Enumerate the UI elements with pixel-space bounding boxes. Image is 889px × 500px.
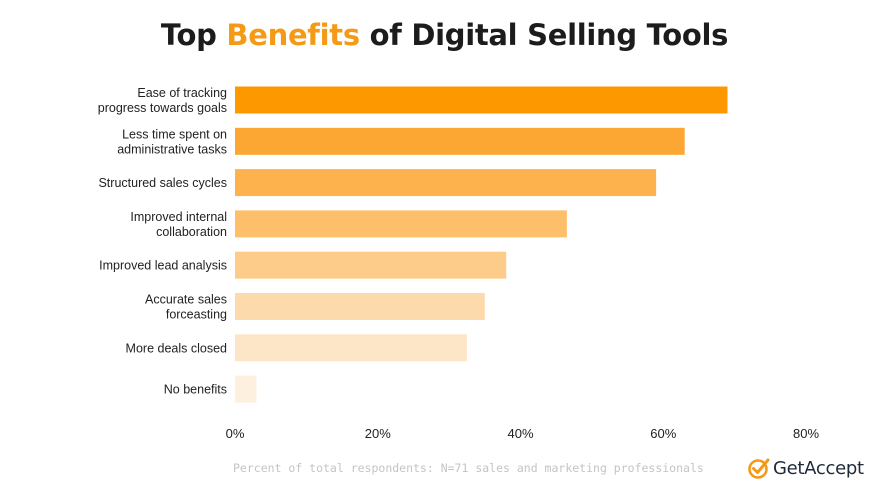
bar-6 — [235, 334, 467, 362]
x-tick-label: 40% — [507, 426, 533, 441]
category-label-line: progress towards goals — [98, 101, 227, 115]
category-label: More deals closed — [126, 341, 227, 355]
x-tick-label: 60% — [650, 426, 676, 441]
category-label-line: collaboration — [156, 225, 227, 239]
category-label-line: administrative tasks — [117, 142, 227, 156]
bar-0 — [235, 86, 728, 114]
x-tick-label: 80% — [793, 426, 819, 441]
category-label-line: Accurate sales — [145, 293, 227, 307]
category-label: Structured sales cycles — [98, 176, 227, 190]
category-label: Less time spent on administrative tasks — [117, 127, 227, 156]
title-prefix: Top — [160, 18, 227, 52]
x-tick-label: 20% — [365, 426, 391, 441]
checkmark-badge-icon — [748, 458, 770, 479]
category-label-line: No benefits — [164, 383, 227, 397]
category-label-line: Improved lead analysis — [99, 259, 227, 273]
brand-name: GetAccept — [773, 457, 864, 479]
category-labels-group: Ease of tracking progress towards goals Le… — [98, 86, 227, 397]
category-label: Improved internal collaboration — [130, 210, 227, 239]
title-accent: Benefits — [226, 18, 360, 52]
bar-1 — [235, 127, 685, 155]
category-label: Accurate sales forceasting — [145, 293, 227, 322]
category-label: Improved lead analysis — [99, 259, 227, 273]
chart-title: Top Benefits of Digital Selling Tools — [0, 18, 889, 52]
category-label-line: Less time spent on — [122, 127, 227, 141]
bar-5 — [235, 293, 485, 320]
brand-logo: GetAccept — [748, 457, 864, 479]
title-suffix: of Digital Selling Tools — [359, 18, 729, 52]
footnote: Percent of total respondents: N=71 sales… — [233, 461, 704, 475]
bar-7 — [235, 375, 257, 403]
category-label-line: More deals closed — [126, 341, 227, 355]
category-label-line: Improved internal — [130, 210, 227, 224]
category-label: No benefits — [164, 383, 227, 397]
x-tick-label: 0% — [226, 426, 245, 441]
bar-3 — [235, 210, 567, 238]
bar-2 — [235, 169, 657, 197]
category-label-line: Structured sales cycles — [98, 176, 227, 190]
bars-group — [235, 86, 728, 403]
category-label-line: forceasting — [166, 308, 227, 322]
category-label-line: Ease of tracking — [137, 86, 227, 100]
x-axis-ticks-group: 0% 20% 40% 60% 80% — [226, 426, 820, 441]
category-label: Ease of tracking progress towards goals — [98, 86, 227, 115]
bar-4 — [235, 251, 507, 279]
